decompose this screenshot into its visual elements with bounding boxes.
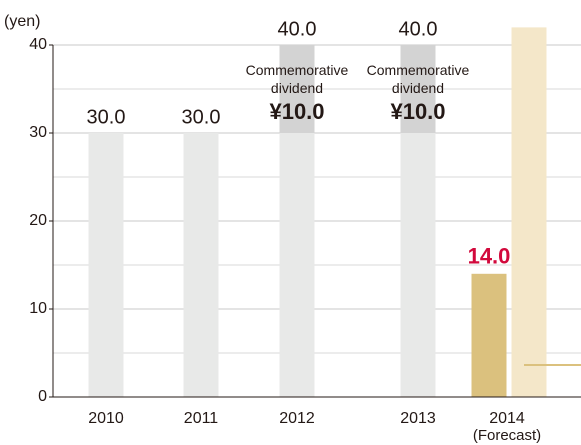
value-label: 14.0 — [468, 244, 511, 269]
forecast-label: (Forecast) — [473, 427, 541, 444]
value-label: ¥10.0 — [269, 99, 324, 124]
y-tick-label: 10 — [29, 300, 47, 317]
bar — [88, 133, 124, 397]
x-tick-label: 2012 — [279, 410, 315, 427]
y-tick-label: 20 — [29, 212, 47, 229]
total-label: 30.0 — [182, 106, 221, 128]
annotation: Commemorative dividend — [245, 62, 349, 96]
x-tick-label: 2011 — [184, 410, 219, 427]
x-tick-label: 2014 — [489, 410, 525, 427]
y-tick-label: 0 — [38, 388, 47, 405]
bars — [88, 27, 547, 398]
value-label: ¥10.0 — [390, 99, 445, 124]
x-tick-label: 2013 — [400, 410, 436, 427]
total-label: 30.0 — [87, 106, 126, 128]
bar — [511, 27, 547, 398]
total-label: 40.0 — [278, 18, 317, 40]
bar — [471, 273, 507, 397]
x-tick-label: 2010 — [88, 410, 124, 427]
y-axis-label: (yen) — [4, 13, 40, 30]
grid — [53, 44, 581, 354]
y-tick-label: 40 — [29, 36, 47, 53]
bar — [183, 133, 219, 397]
y-tick-label: 30 — [29, 124, 47, 141]
annotation: Commemorative dividend — [366, 62, 470, 96]
bar — [279, 45, 315, 133]
bar — [400, 133, 436, 397]
total-label: 40.0 — [399, 18, 438, 40]
bar — [279, 133, 315, 397]
bar — [400, 45, 436, 133]
